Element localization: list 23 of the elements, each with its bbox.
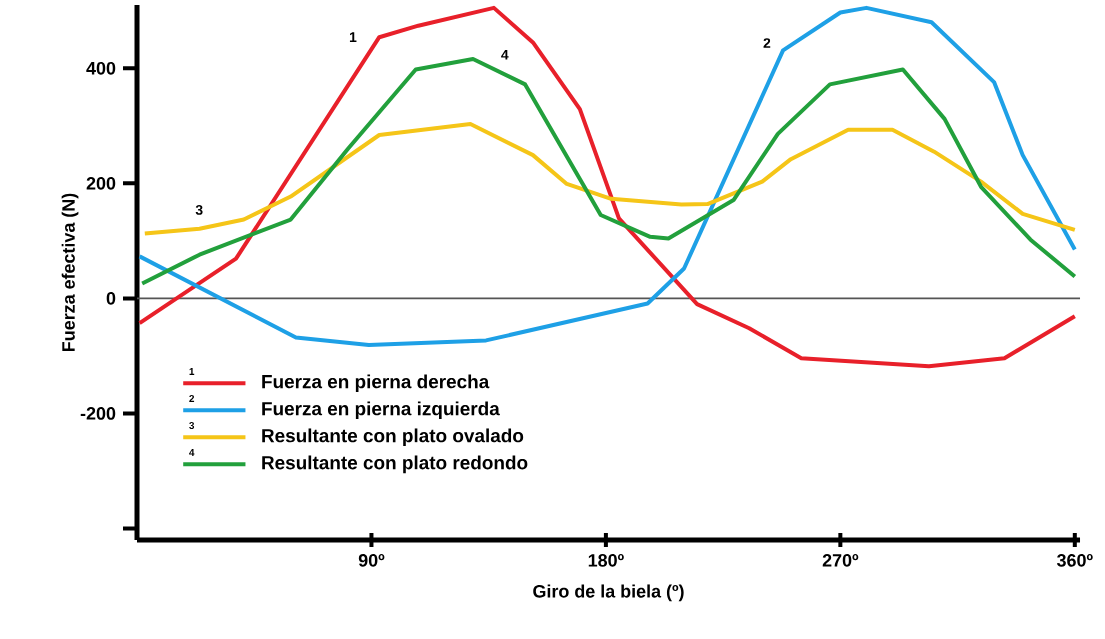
y-axis-title: Fuerza efectiva (N) [61,193,79,352]
annotation: 3 [195,204,203,215]
text: 4 [189,449,195,456]
legend-label: Resultante con plato ovalado [262,428,524,447]
text: 3 [189,421,195,430]
x-tick-label: 360º [1056,554,1093,567]
y-tick-label: -200 [80,407,116,420]
y-tick-label: 0 [106,292,116,305]
y-tick-label: 400 [86,61,116,75]
x-tick-label: 270º [822,554,859,567]
text: 2 [189,395,195,402]
legend-label: Resultante con plato redondo [262,455,528,474]
annotation: 1 [349,32,357,42]
legend-label: Fuerza en pierna izquierda [262,401,500,420]
legend-label: Fuerza en pierna derecha [262,374,490,393]
x-axis-title: Giro de la biela (º) [533,584,684,602]
text: 1 [189,368,195,375]
y-tick-label: 200 [86,176,116,190]
x-tick-label: 90º [358,554,385,567]
x-tick-label: 180º [588,554,624,567]
annotation: 2 [763,38,771,48]
annotation: 4 [501,49,509,60]
line-series [142,122,1077,236]
